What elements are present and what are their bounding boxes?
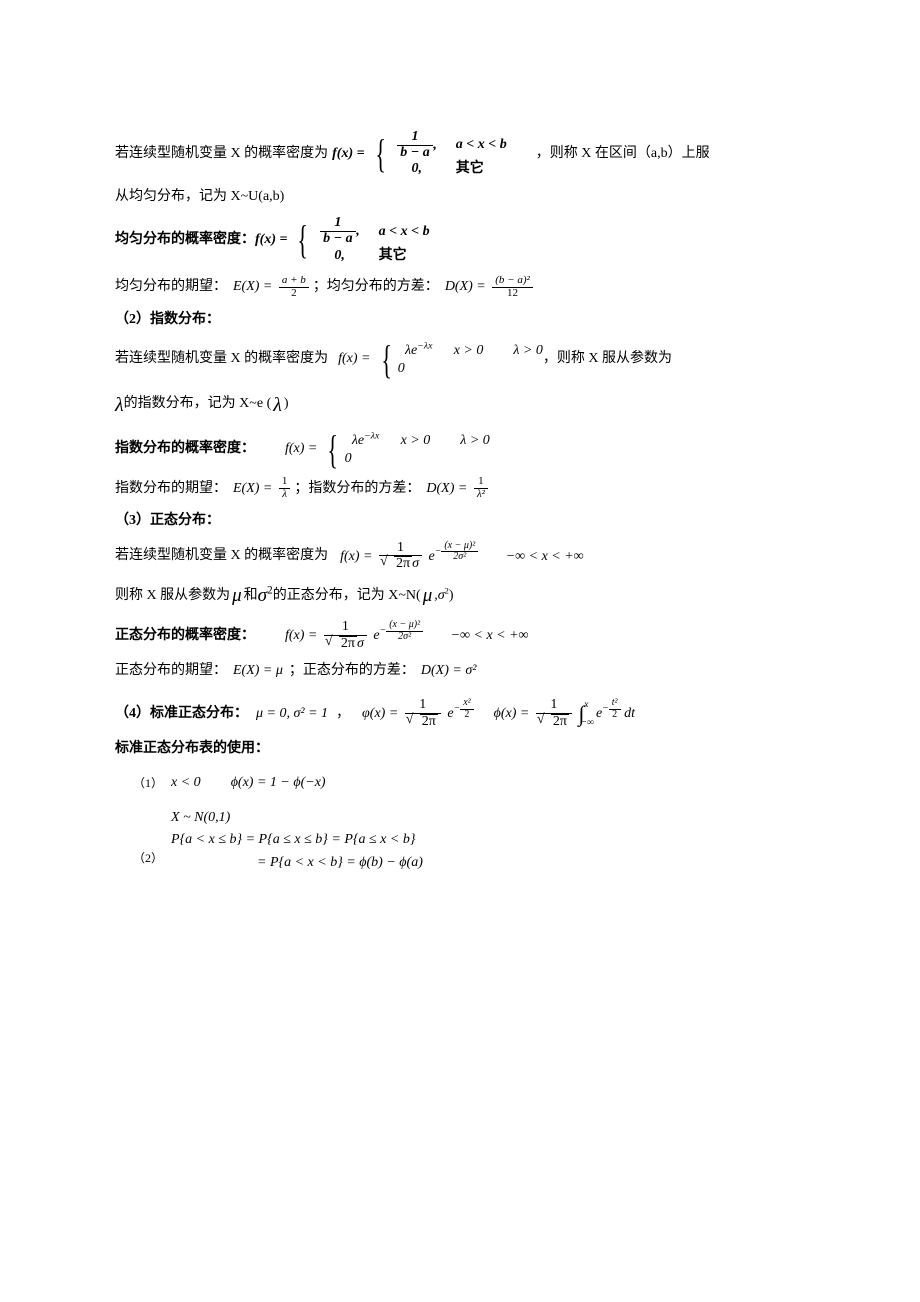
text: 若连续型随机变量 X 的概率密度为: [115, 141, 328, 168]
std-item-1: （1） x < 0 ϕ(x) = 1 − ϕ(−x): [115, 770, 805, 797]
fx-lhs: f(x) =: [332, 141, 364, 168]
sigma2: σ2: [258, 578, 273, 614]
label: ；指数分布的方差：: [294, 476, 420, 503]
label: 正态分布的概率密度：: [115, 623, 255, 650]
cond: 其它: [379, 247, 459, 265]
eqn: ϕ(x) = 1 − ϕ(−x): [231, 770, 326, 797]
fx-lhs: f(x) =: [285, 436, 317, 463]
exponential-density: 指数分布的概率密度： f(x) = { λe−λx x > 0 λ > 0 0: [115, 430, 805, 470]
cond: x < 0: [171, 770, 201, 797]
cond: a < x < b: [379, 223, 459, 241]
cond: 其它: [456, 160, 536, 178]
cond2: λ > 0: [513, 342, 543, 360]
phi-density: φ(x) = 1 2π e−x²2: [362, 698, 474, 729]
piecewise: { λe−λx x > 0 λ > 0 0: [375, 340, 543, 380]
uniform-density: 均匀分布的概率密度： f(x) = { 1 b − a , a < x < b …: [115, 216, 805, 264]
cond: x > 0: [454, 342, 484, 360]
eqn: D(X) = σ²: [421, 658, 477, 685]
fx-lhs: f(x) =: [338, 346, 370, 373]
text: 则称 X 服从参数为: [115, 583, 230, 610]
uniform-intro-line1: 若连续型随机变量 X 的概率密度为 f(x) = { 1 b − a , a <…: [115, 130, 805, 178]
uniform-intro-line2: 从均匀分布，记为 X~U(a,b): [115, 184, 805, 211]
label: 指数分布的概率密度：: [115, 436, 255, 463]
exponential-moments: 指数分布的期望： E(X) = 1 λ ；指数分布的方差： D(X) = 1 λ…: [115, 476, 805, 503]
normal-params: 则称 X 服从参数为 μ 和 σ2 的正态分布，记为 X~N( μ , σ2 ): [115, 578, 805, 614]
label: 均匀分布的概率密度：: [115, 227, 255, 254]
eqn: E(X) = μ: [233, 658, 283, 685]
brace-icon: {: [328, 430, 339, 470]
text: 和: [244, 583, 258, 610]
frac: 1 b − a: [397, 130, 432, 160]
piecewise: { 1 b − a , a < x < b 0, 其它: [291, 216, 458, 264]
params: μ = 0, σ² = 1: [256, 701, 328, 728]
normal-intro: 若连续型随机变量 X 的概率密度为 f(x) = 1 2πσ e−(x − μ)…: [115, 541, 805, 572]
eqn: D(X) = 1 λ²: [426, 476, 488, 503]
brace-icon: {: [375, 134, 386, 174]
label: 指数分布的期望：: [115, 476, 227, 503]
piecewise-rows: λe−λx x > 0 λ > 0 0: [398, 342, 543, 377]
item-number: （2）: [133, 847, 163, 870]
line: = P{a < x < b} = ϕ(b) − ϕ(a): [171, 852, 423, 874]
val: 0,: [315, 247, 365, 265]
phi-cdf: ϕ(x) = 1 2π ∫−∞x e−t²2 dt: [494, 698, 635, 729]
piecewise: { 1 b − a , a < x < b 0, 其它: [369, 130, 536, 178]
val: 0,: [392, 160, 442, 178]
std-item-2: （2） X ~ N(0,1) P{a < x ≤ b} = P{a ≤ x ≤ …: [115, 807, 805, 874]
cond2: λ > 0: [460, 432, 490, 450]
label: 正态分布的期望：: [115, 658, 227, 685]
label: ；正态分布的方差：: [289, 658, 415, 685]
exponential-heading: （2）指数分布：: [115, 307, 805, 334]
sigma2: σ2: [438, 583, 449, 610]
heading: （4）标准正态分布：: [115, 701, 248, 728]
normal-moments: 正态分布的期望： E(X) = μ ；正态分布的方差： D(X) = σ²: [115, 658, 805, 685]
val: 0: [345, 450, 387, 468]
item-number: （1）: [133, 772, 163, 795]
standard-heading-line: （4）标准正态分布： μ = 0, σ² = 1 ， φ(x) = 1 2π e…: [115, 698, 805, 729]
eqn: E(X) = 1 λ: [233, 476, 290, 503]
exponential-intro-line2: λ 的指数分布，记为 X~e ( λ ): [115, 386, 805, 424]
text: 的指数分布，记为 X~e (: [124, 391, 272, 418]
integral-icon: ∫: [578, 703, 584, 725]
lambda: λ: [273, 386, 282, 424]
text: ): [284, 391, 289, 418]
label: 均匀分布的期望：: [115, 274, 227, 301]
normal-heading: （3）正态分布：: [115, 508, 805, 535]
text: 若连续型随机变量 X 的概率密度为: [115, 543, 328, 570]
cond: x > 0: [401, 432, 431, 450]
mu: μ: [232, 578, 242, 614]
label: ；均匀分布的方差：: [313, 274, 439, 301]
table-heading: 标准正态分布表的使用：: [115, 736, 805, 763]
normal-density: 正态分布的概率密度： f(x) = 1 2πσ e−(x − μ)²2σ² −∞…: [115, 620, 805, 651]
lambda: λ: [115, 386, 124, 424]
piecewise: { λe−λx x > 0 λ > 0 0: [321, 430, 489, 470]
brace-icon: {: [381, 340, 392, 380]
cond: a < x < b: [456, 136, 536, 154]
uniform-moments: 均匀分布的期望： E(X) = a + b 2 ；均匀分布的方差： D(X) =…: [115, 274, 805, 301]
text: 的正态分布，记为 X~N(: [273, 583, 421, 610]
piecewise-rows: 1 b − a , a < x < b 0, 其它: [392, 130, 536, 178]
text: ，则称 X 在区间（a,b）上服: [536, 141, 710, 168]
text: ，则称 X 服从参数为: [543, 346, 672, 373]
exponential-intro: 若连续型随机变量 X 的概率密度为 f(x) = { λe−λx x > 0 λ…: [115, 340, 805, 380]
line: P{a < x ≤ b} = P{a ≤ x ≤ b} = P{a ≤ x < …: [171, 829, 415, 851]
piecewise-rows: 1 b − a , a < x < b 0, 其它: [315, 216, 459, 264]
fx-lhs: f(x) =: [255, 227, 287, 254]
piecewise-rows: λe−λx x > 0 λ > 0 0: [345, 432, 490, 467]
eqn-block: X ~ N(0,1) P{a < x ≤ b} = P{a ≤ x ≤ b} =…: [171, 807, 423, 874]
eqn: D(X) = (b − a)² 12: [445, 274, 533, 301]
val: 0: [398, 360, 440, 378]
line: X ~ N(0,1): [171, 807, 230, 829]
frac: 1 b − a: [320, 216, 355, 246]
eqn: E(X) = a + b 2: [233, 274, 309, 301]
mu: μ: [423, 578, 433, 614]
eqn: f(x) = 1 2πσ e−(x − μ)²2σ² −∞ < x < +∞: [340, 541, 584, 572]
text: ): [449, 583, 454, 610]
text: 若连续型随机变量 X 的概率密度为: [115, 346, 328, 373]
eqn: f(x) = 1 2πσ e−(x − μ)²2σ² −∞ < x < +∞: [285, 620, 529, 651]
brace-icon: {: [298, 220, 309, 260]
document-page: 若连续型随机变量 X 的概率密度为 f(x) = { 1 b − a , a <…: [0, 0, 920, 1302]
